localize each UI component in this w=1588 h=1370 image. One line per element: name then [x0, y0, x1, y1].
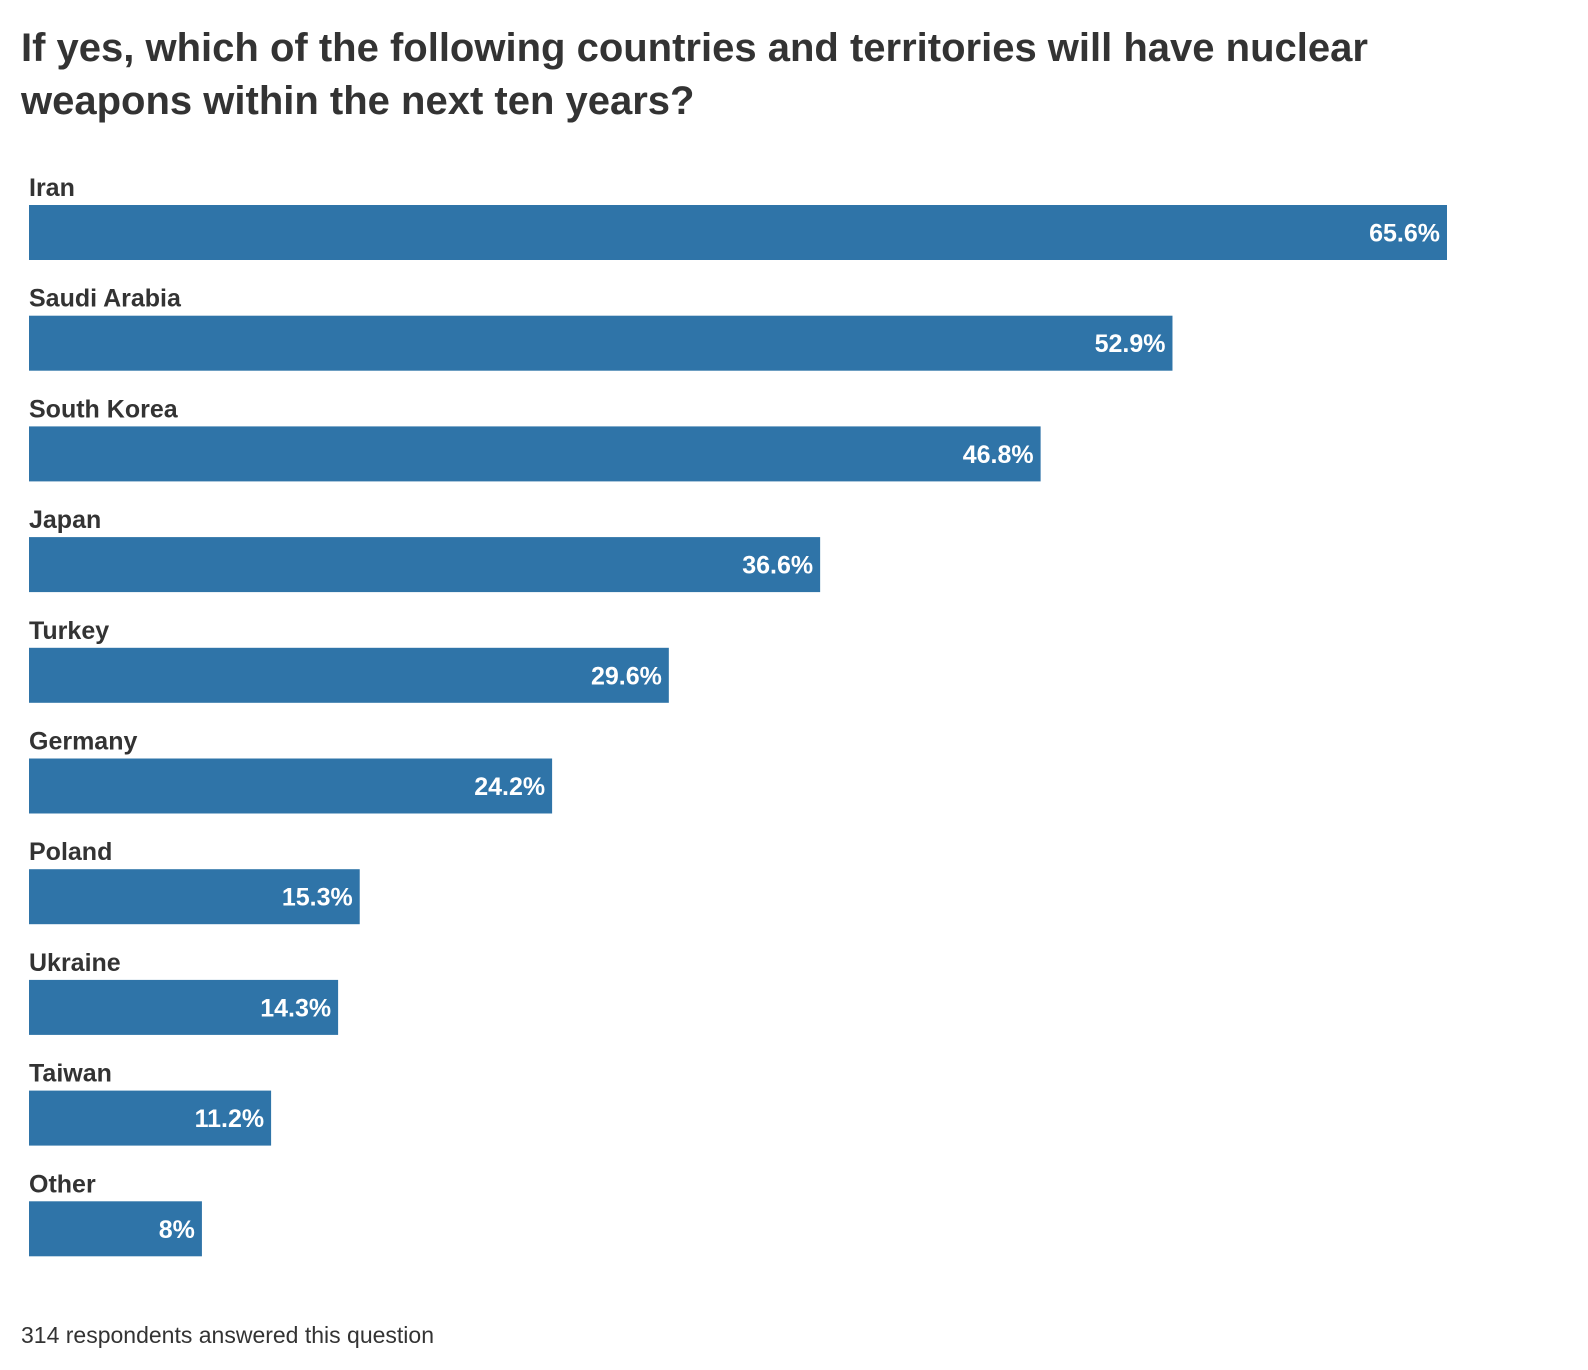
category-label-turkey: Turkey — [29, 617, 109, 645]
bar-germany — [29, 758, 553, 814]
category-label-taiwan: Taiwan — [29, 1060, 112, 1088]
value-label-ukraine: 14.3% — [260, 994, 331, 1022]
category-label-japan: Japan — [29, 506, 101, 534]
bar-turkey — [29, 647, 669, 703]
value-label-saudi-arabia: 52.9% — [1095, 330, 1166, 358]
bar-other — [29, 1201, 202, 1257]
value-label-japan: 36.6% — [742, 552, 813, 580]
respondents-footnote: 314 respondents answered this question — [21, 1322, 435, 1348]
value-label-turkey: 29.6% — [591, 662, 662, 690]
value-label-south-korea: 46.8% — [963, 441, 1034, 469]
bar-taiwan — [29, 1090, 272, 1146]
value-label-other: 8% — [159, 1216, 195, 1244]
category-label-south-korea: South Korea — [29, 395, 179, 423]
chart-title: If yes, which of the following countries… — [21, 26, 1368, 123]
category-label-germany: Germany — [29, 728, 137, 756]
category-label-saudi-arabia: Saudi Arabia — [29, 285, 182, 313]
category-label-iran: Iran — [29, 174, 75, 202]
bar-south-korea — [29, 426, 1041, 482]
category-label-poland: Poland — [29, 838, 112, 866]
value-label-germany: 24.2% — [474, 773, 545, 801]
bar-japan — [29, 537, 821, 593]
bar-poland — [29, 869, 360, 925]
bar-ukraine — [29, 979, 339, 1035]
bar-iran — [29, 205, 1447, 260]
bar-saudi-arabia — [29, 315, 1173, 371]
bar-chart: Iran 65.6% Saudi Arabia 52.9% South Korea 46.… — [29, 174, 1447, 1257]
value-label-poland: 15.3% — [282, 884, 353, 912]
category-label-other: Other — [29, 1170, 96, 1198]
value-label-iran: 65.6% — [1369, 220, 1440, 248]
category-label-ukraine: Ukraine — [29, 949, 121, 977]
value-label-taiwan: 11.2% — [195, 1105, 265, 1133]
